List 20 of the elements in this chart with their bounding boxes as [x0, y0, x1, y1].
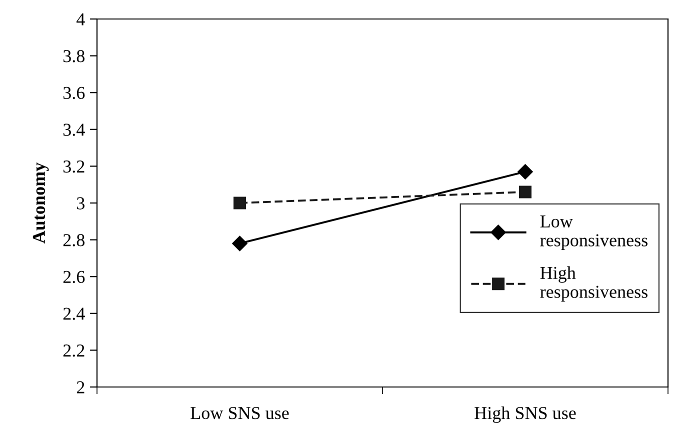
y-tick-label: 2.4: [63, 308, 85, 320]
x-tick-label: High SNS use: [474, 406, 576, 423]
y-tick-label: 3.8: [63, 50, 85, 62]
y-tick-label: 3.4: [63, 124, 85, 136]
y-tick-label: 3.2: [63, 160, 84, 173]
legend-label: Low responsiveness: [540, 216, 648, 250]
point: [518, 164, 533, 180]
y-tick-label: 3.6: [63, 86, 85, 100]
y-tick-label: 3: [77, 197, 84, 210]
y-tick-label: 2: [76, 381, 84, 394]
point: [232, 236, 248, 252]
point: [234, 196, 246, 210]
y-axis-title: Autonomy: [32, 162, 49, 244]
y-tick-label: 4: [76, 13, 85, 26]
legend-label: High responsiveness: [540, 266, 648, 302]
y-tick-label: 2.8: [63, 234, 85, 246]
point: [519, 186, 532, 198]
y-tick-label: 2.2: [63, 344, 84, 357]
y-tick-label: 2.6: [63, 270, 85, 284]
x-tick-label: Low SNS use: [190, 407, 289, 420]
